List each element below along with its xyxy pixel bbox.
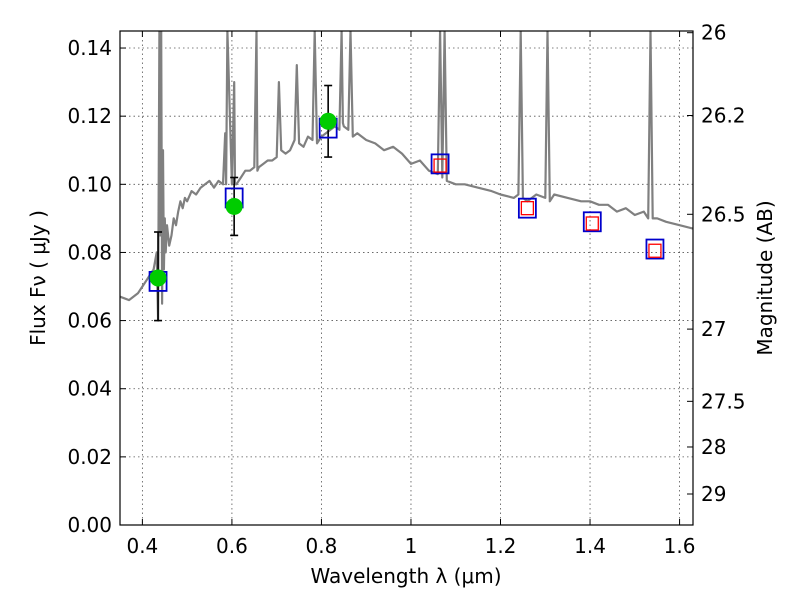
right-tick-label: 28 [701,435,726,459]
right-tick-label: 26.5 [701,202,746,226]
x-tick-label: 0.6 [216,534,248,558]
y-tick-label: 0.06 [67,309,112,333]
right-tick-label: 27.5 [701,389,746,413]
x-tick-label: 0.8 [306,534,338,558]
y-ticks-right: 26 26.2 26.5 27 27.5 28 29 [687,21,746,506]
spectrum-line [120,31,693,322]
y-tick-label: 0.12 [67,104,112,128]
x-tick-label: 1.6 [664,534,696,558]
red-square-marker [648,243,662,258]
blue-square-marker [430,153,450,175]
right-tick-label: 26 [701,21,726,45]
x-tick-label: 0.4 [126,534,158,558]
x-axis-label: Wavelength λ (μm) [310,564,501,588]
y-tick-label: 0.10 [67,172,112,196]
green-circle-marker [225,197,243,215]
y-axis-label: Flux Fν ( μJy ) [26,210,50,346]
red-square-marker [520,201,535,216]
blue-square-marker [582,211,602,233]
right-tick-label: 29 [701,482,726,506]
y-tick-label: 0.14 [67,36,112,60]
red-square-marker [433,158,447,173]
y-tick-label: 0.08 [67,240,112,264]
blue-square-marker [645,238,665,260]
y-tick-label: 0.00 [67,513,112,537]
x-tick-label: 1.4 [574,534,606,558]
x-ticks: 0.4 0.6 0.8 1 1.2 1.4 1.6 [126,31,695,558]
plot-frame [119,30,694,526]
green-circle-marker [319,112,337,130]
plot-area [120,31,693,322]
y-tick-label: 0.02 [67,445,112,469]
y-axis-right-label: Magnitude (AB) [753,200,777,355]
red-square-marker [585,216,599,231]
right-tick-label: 27 [701,317,726,341]
blue-square-marker [517,197,537,219]
y-ticks-left: 0.00 0.02 0.04 0.06 0.08 0.10 0.12 0.14 [67,36,126,537]
x-tick-label: 1.2 [485,534,517,558]
grid-lines [120,31,693,526]
y-tick-label: 0.04 [67,377,112,401]
x-tick-label: 1 [405,534,418,558]
green-circle-marker [149,269,167,287]
right-tick-label: 26.2 [701,103,746,127]
